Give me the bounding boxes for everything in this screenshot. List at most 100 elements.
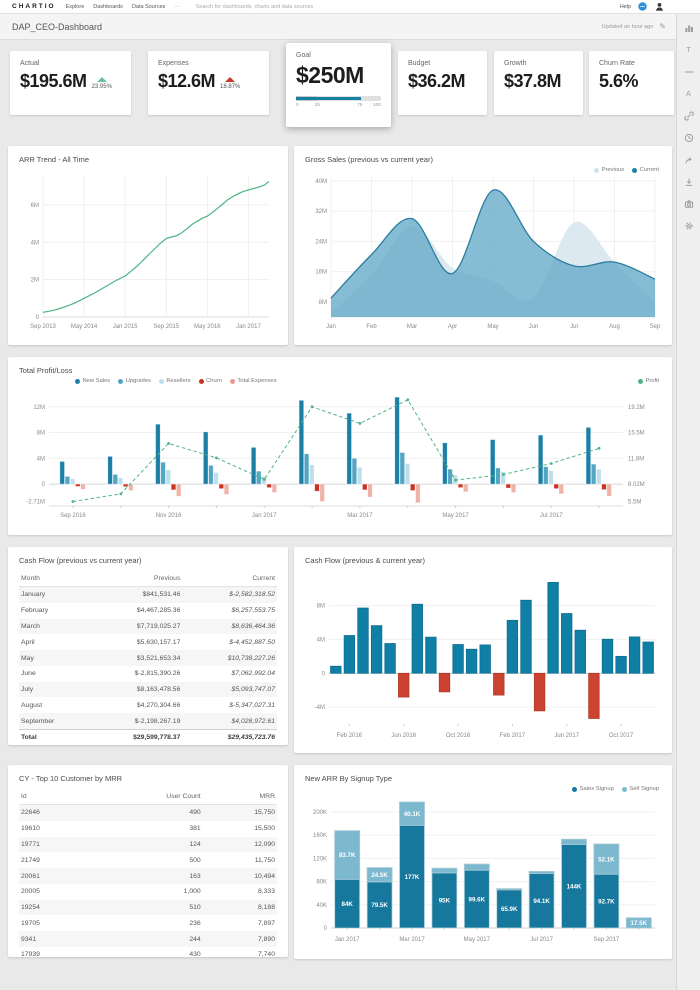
arr-trend-chart[interactable]: Sep 2013 May 2014 Jan 2015 Sep 2015 May 2016… [19, 167, 277, 331]
column-header[interactable]: User Count [87, 789, 203, 805]
svg-text:Jun 2017: Jun 2017 [554, 733, 579, 739]
chartio-logo[interactable]: CHARTIO [12, 3, 56, 10]
legend-item[interactable]: Current [632, 167, 659, 173]
table-cell: June [21, 670, 36, 678]
svg-text:32M: 32M [315, 209, 327, 215]
table-cell: September [19, 713, 88, 730]
gross-sales-chart[interactable]: Jan Feb Mar Apr May Jun Jul Aug Sep 8M 16M 24M 32M 40… [305, 167, 661, 331]
table-row: April $5,630,157.17 $-4,452,887.50 [19, 634, 277, 650]
gauge-tick: 100 [372, 103, 381, 108]
card-title: New ARR By Signup Type [305, 774, 392, 783]
svg-text:Jun: Jun [529, 324, 539, 330]
kpi-value: 5.6% [599, 71, 639, 91]
legend-item[interactable]: New Sales [75, 378, 110, 384]
kpi-label: Actual [20, 60, 40, 67]
kpi-card-budget[interactable]: Budget $36.2M [398, 51, 487, 115]
top-nav: CHARTIO Explore Dashboards Data Sources … [0, 0, 700, 14]
svg-text:94.1K: 94.1K [533, 898, 550, 905]
svg-text:120K: 120K [313, 856, 327, 862]
kpi-label: Growth [504, 60, 527, 67]
svg-text:84K: 84K [342, 901, 354, 908]
svg-text:144K: 144K [567, 883, 582, 890]
table-row: July $8,163,478.56 $5,093,747.07 [19, 681, 277, 698]
kpi-card-growth[interactable]: Growth $37.8M [494, 51, 583, 115]
annotation-icon[interactable]: A [686, 90, 691, 98]
camera-icon[interactable] [684, 199, 694, 209]
svg-text:8M: 8M [317, 604, 325, 610]
column-header[interactable]: MRR [202, 789, 277, 805]
new-arr-card: New ARR By Signup Type Sales Signup Self … [294, 765, 672, 959]
svg-text:8M: 8M [37, 431, 45, 437]
svg-text:40.1K: 40.1K [404, 811, 421, 818]
settings-icon[interactable] [684, 221, 694, 231]
text-icon[interactable]: T [686, 46, 691, 54]
svg-text:0: 0 [322, 671, 326, 677]
share-icon[interactable] [684, 155, 694, 165]
table-cell: May [19, 650, 88, 666]
table-header-row: Month Previous Current [19, 571, 277, 587]
legend-item[interactable]: Profit [637, 378, 659, 384]
column-header[interactable]: Id [19, 789, 88, 805]
table-cell: 15,750 [202, 804, 277, 821]
svg-text:Mar 2017: Mar 2017 [347, 513, 373, 519]
column-header[interactable]: Previous [87, 571, 183, 587]
divider-icon[interactable] [684, 67, 694, 77]
table-cell: $5,093,747.07 [182, 681, 277, 698]
bar-chart-icon[interactable] [684, 23, 694, 33]
legend-item[interactable]: Sales Signup [572, 786, 614, 792]
svg-text:8M: 8M [319, 300, 327, 306]
card-title: ARR Trend - All Time [19, 155, 90, 164]
table-row: September $-2,198,267.19 $4,028,972.61 [19, 713, 277, 730]
nav-item-data-sources[interactable]: Data Sources [131, 3, 166, 10]
legend-item[interactable]: Resellers [158, 378, 191, 384]
legend-item[interactable]: Total Expenses [229, 378, 277, 384]
cash-flow-chart[interactable]: -4M 0 4M 8M Feb 2016 Jun 2016 Oct 2016 Feb 2017… [305, 568, 661, 740]
chat-icon[interactable] [638, 2, 647, 11]
svg-text:Apr: Apr [448, 324, 457, 330]
svg-text:Sep: Sep [650, 324, 661, 330]
table-cell: 490 [87, 804, 203, 821]
svg-text:Feb 2017: Feb 2017 [500, 733, 526, 739]
download-icon[interactable] [684, 177, 694, 187]
kpi-card-actual[interactable]: Actual $195.6M 23.95% [10, 51, 131, 115]
top-customers-card: CY - Top 10 Customer by MRR Id User Coun… [8, 765, 288, 958]
svg-text:Sep 2013: Sep 2013 [30, 324, 56, 330]
top-customers-table: Id User Count MRR 22646 490 15,750 19610 381… [19, 789, 277, 963]
edit-icon[interactable]: ✎ [659, 22, 666, 31]
legend-item[interactable]: Upgrades [118, 378, 151, 384]
nav-item-dashboards[interactable]: Dashboards [93, 3, 123, 10]
table-row: 17939 430 7,740 [19, 947, 277, 963]
column-header[interactable]: Current [182, 571, 277, 587]
svg-text:12M: 12M [33, 405, 45, 411]
table-cell: $8,163,478.56 [87, 681, 183, 698]
table-cell: $29,435,723.76 [182, 729, 277, 746]
table-row: August $4,270,304.66 $-5,347,027.31 [19, 697, 277, 713]
help-link[interactable]: Help [619, 3, 631, 10]
table-row: 20061 163 10,494 [19, 868, 277, 884]
table-row: 20005 1,000 8,333 [19, 884, 277, 900]
svg-text:4M: 4M [31, 240, 39, 246]
new-arr-chart[interactable]: 0 40K 80K 120K 160K 200K 84K 83.7K 79.5K 24.5K 177… [305, 786, 661, 944]
table-row: 19771 124 12,090 [19, 836, 277, 853]
search-input[interactable] [193, 2, 606, 11]
total-profit-loss-chart[interactable]: 12M 8M 4M 0 -2.71M 19.2M 15.5M 11.8M 8.02M 5.5M Se… [19, 384, 661, 520]
legend: Profit [637, 378, 659, 384]
history-icon[interactable] [684, 133, 694, 143]
legend-item[interactable]: Churn [198, 378, 222, 384]
svg-text:Jul: Jul [570, 324, 578, 330]
kpi-card-expenses[interactable]: Expenses $12.6M 18.87% [148, 51, 269, 115]
legend-item[interactable]: Previous [594, 167, 624, 173]
nav-more-menu[interactable]: ⋯ [174, 3, 180, 10]
table-row: June $-2,815,390.26 $7,062,992.04 [19, 666, 277, 682]
legend-item[interactable]: Self Signup [621, 786, 659, 792]
gauge-track [296, 96, 381, 101]
kpi-card-churn-rate[interactable]: Churn Rate 5.6% [589, 51, 674, 115]
kpi-card-goal[interactable]: Goal $250M 0 25 75 100 [286, 43, 391, 127]
nav-item-explore[interactable]: Explore [65, 3, 85, 10]
link-icon[interactable] [683, 111, 694, 121]
table-cell: $-5,347,027.31 [229, 701, 275, 709]
user-icon[interactable] [655, 2, 664, 11]
column-header[interactable]: Month [19, 571, 88, 587]
goal-gauge: 0 25 75 100 [296, 96, 381, 110]
